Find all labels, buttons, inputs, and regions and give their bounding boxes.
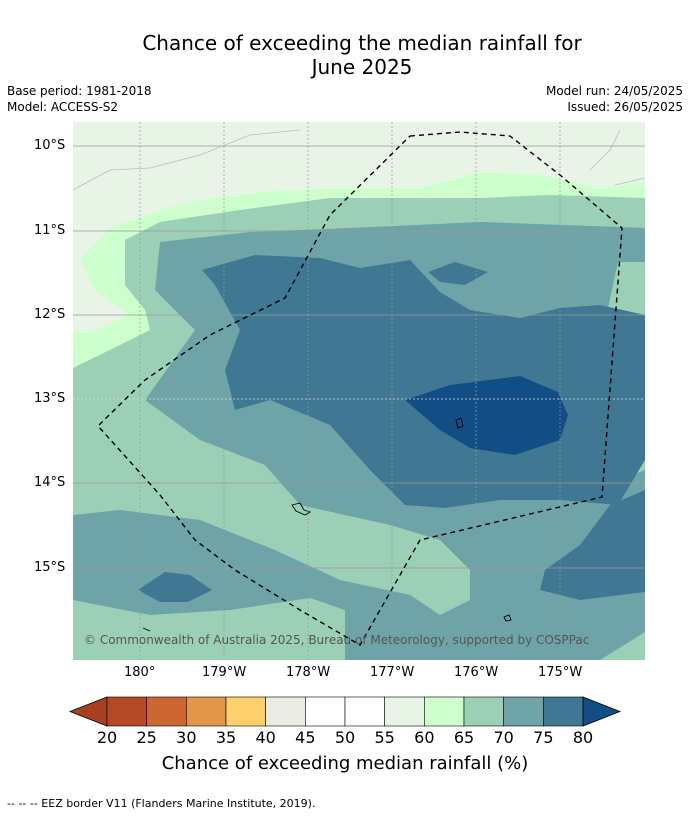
colorbar-cell [265,696,306,727]
issued-date: Issued: 26/05/2025 [567,100,683,114]
colorbar-cell [146,696,187,727]
lon-label-178w: 178°W [286,665,331,680]
colorbar-label: Chance of exceeding median rainfall (%) [161,753,529,774]
island-shape-4 [142,627,151,632]
colorbar-tick-label: 80 [572,728,594,747]
colorbar-cell [463,696,504,727]
colorbar-tick-label: 75 [533,728,554,747]
lat-label-14s: 14°S [34,475,66,490]
map-title-line2: June 2025 [311,55,413,79]
colorbar-tick-label: 45 [295,728,316,747]
island-shape-1 [455,417,464,429]
lon-label-176w: 176°W [454,665,499,680]
model-run: Model run: 24/05/2025 [545,84,683,98]
contour-line-faint-2 [589,129,645,186]
colorbar-cell [503,696,544,727]
model-name: Model: ACCESS-S2 [7,100,119,114]
lon-label-180: 180° [124,665,156,680]
lon-label-179w: 179°W [202,665,247,680]
contour-75-80-se [540,490,645,600]
colorbar-cell [106,696,147,727]
gridlines [73,122,645,660]
colorbar-tick-label: 65 [453,728,475,747]
contour-line-faint [73,129,301,191]
island-shape-2 [291,502,312,516]
contour-75-80-small-east [428,262,488,285]
lat-label-11s: 11°S [34,223,66,238]
colorbar-cell [225,696,266,727]
colorbar-tick-label: 60 [414,728,435,747]
colorbar-tick-label: 55 [374,728,395,747]
colorbar-cell [384,696,425,727]
colorbar-extend-high [582,696,622,727]
colorbar-tick-label: 20 [96,728,118,747]
lat-label-10s: 10°S [34,138,66,153]
lat-label-15s: 15°S [34,560,66,575]
colorbar-extend-low [68,696,108,727]
contour-80-plus [405,376,568,455]
colorbar-cell [186,696,227,727]
lon-label-177w: 177°W [370,665,415,680]
copyright-note: © Commonwealth of Australia 2025, Bureau… [84,633,590,647]
base-period: Base period: 1981-2018 [7,84,152,98]
contour-65-70-west [73,122,645,615]
contour-65-70-south [73,598,345,660]
map-title: Chance of exceeding the median rainfall … [0,31,690,79]
colorbar-tick-label: 40 [255,728,276,747]
colorbar [68,696,622,727]
eez-border [97,131,623,646]
map-title-line1: Chance of exceeding the median rainfall … [142,31,582,55]
contour-65-70-se-corner [600,632,645,660]
map-contours [73,122,645,660]
contour-55-60 [73,122,645,332]
meta-left: Base period: 1981-2018 Model: ACCESS-S2 [7,83,152,115]
meta-right: Model run: 24/05/2025 Issued: 26/05/2025 [546,83,683,115]
colorbar-tick-label: 35 [215,728,237,747]
lat-label-12s: 12°S [34,307,66,322]
colorbar-tick-label: 50 [334,728,356,747]
colorbar-tick-label: 30 [176,728,197,747]
lon-label-175w: 175°W [538,665,583,680]
colorbar-tick-label: 25 [136,728,157,747]
footer-note: -- -- -- EEZ border V11 (Flanders Marine… [7,797,316,810]
island-shape-3 [503,614,512,622]
colorbar-cell [424,696,465,727]
colorbar-tick-label: 70 [493,728,514,747]
colorbar-cell [344,696,385,727]
colorbar-cell [543,696,584,727]
lat-label-13s: 13°S [34,391,66,406]
colorbar-cell [305,696,346,727]
contour-75-80-small-west [138,572,212,602]
colorbar-cells [68,696,622,727]
